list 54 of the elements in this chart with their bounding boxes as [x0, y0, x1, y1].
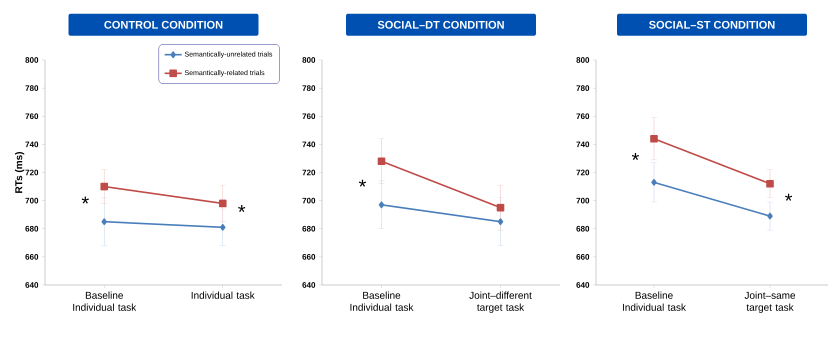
point [102, 218, 108, 226]
y-tick-label: 680 [302, 226, 316, 232]
point [498, 218, 504, 226]
y-tick-label: 640 [302, 282, 316, 288]
point [651, 178, 657, 186]
point [218, 200, 227, 208]
y-tick-label: 740 [25, 142, 38, 148]
point [766, 180, 774, 188]
y-tick-label: 760 [25, 113, 38, 120]
annotation: * [358, 180, 366, 187]
y-tick-label: 640 [576, 282, 590, 288]
y-tick-label: 720 [302, 170, 316, 176]
y-tick-label: 700 [302, 198, 316, 204]
x-tick-label: Joint–same target task [744, 292, 796, 313]
x-tick-label: Baseline Individual task [350, 292, 414, 311]
y-tick-label: 640 [25, 282, 38, 288]
annotation: * [785, 194, 792, 201]
y-tick-label: 780 [576, 85, 590, 91]
y-tick-label: 780 [302, 85, 316, 91]
point [496, 204, 504, 212]
point [378, 157, 386, 166]
x-tick-label: Baseline Individual task [622, 292, 686, 311]
annotation: * [632, 152, 640, 160]
x-tick-label: Individual task [192, 292, 255, 299]
chart-title: CONTROL CONDITION [104, 20, 222, 29]
annotation: * [82, 196, 89, 204]
y-tick-label: 760 [302, 113, 316, 120]
y-tick-label: 740 [576, 142, 590, 148]
y-tick-label: 680 [25, 226, 38, 232]
point [100, 182, 108, 190]
y-tick-label: 660 [302, 254, 316, 260]
y-tick-label: 700 [576, 198, 590, 204]
y-tick-label: 660 [25, 254, 38, 260]
x-tick-label: Baseline Individual task [73, 292, 136, 311]
point [220, 224, 226, 231]
y-tick-label: 800 [25, 57, 38, 63]
point [650, 134, 658, 143]
point [767, 212, 773, 220]
y-tick-label: 720 [576, 170, 590, 176]
y-tick-label: 740 [302, 142, 316, 148]
y-tick-label: 800 [302, 57, 316, 63]
point [378, 201, 384, 208]
y-tick-label: 700 [25, 198, 38, 204]
chart-title: SOCIAL–ST CONDITION [649, 20, 775, 29]
x-tick-label: Joint–different target task [469, 292, 532, 313]
chart-title: SOCIAL–DT CONDITION [378, 20, 504, 29]
y-tick-label: 800 [576, 57, 590, 63]
y-tick-label: 680 [576, 226, 590, 232]
y-tick-label: 660 [576, 254, 590, 260]
annotation: * [238, 205, 246, 212]
y-tick-label: 720 [25, 170, 38, 176]
y-tick-label: 760 [576, 113, 590, 120]
y-tick-label: 780 [25, 85, 38, 91]
y-axis-title: RTs (ms) [14, 152, 24, 193]
